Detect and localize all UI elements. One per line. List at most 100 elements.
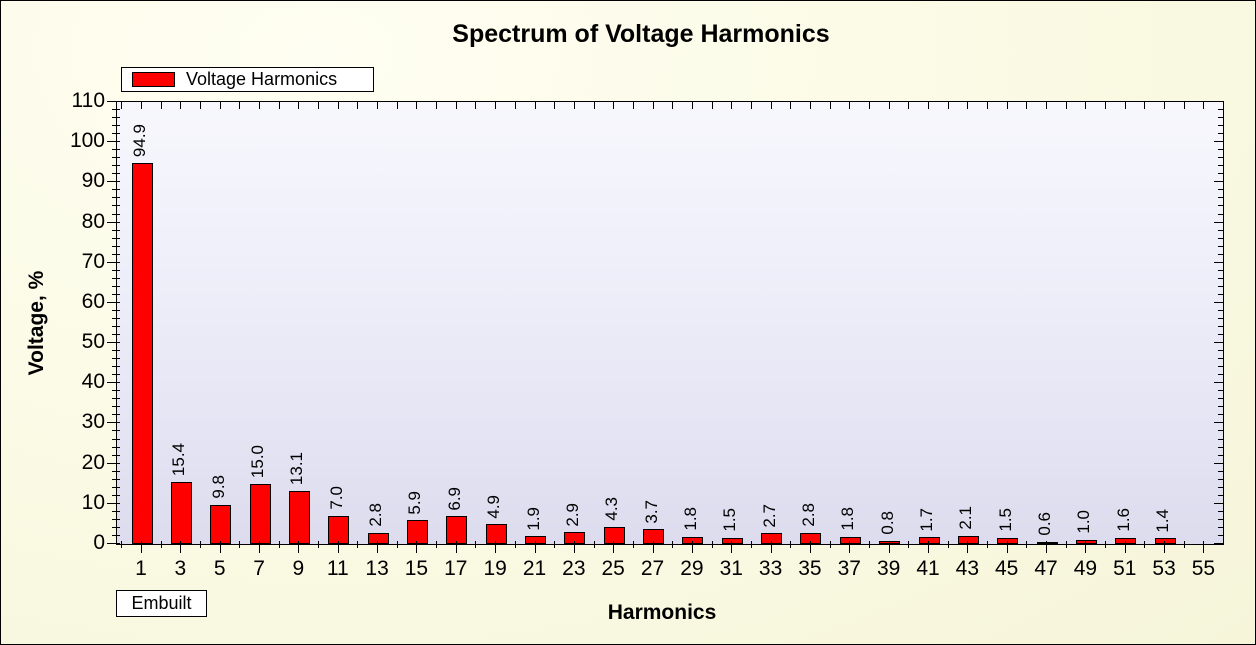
y-axis-title: Voltage, % <box>25 270 48 376</box>
y-minor-tick <box>112 293 120 295</box>
y-major-tick <box>107 101 120 102</box>
x-tick-label-11: 11 <box>326 557 349 580</box>
bar-harmonic-7[interactable] <box>249 483 271 544</box>
y-right-minor-tick <box>1218 157 1223 159</box>
embuilt-badge: Embuilt <box>116 590 207 617</box>
x-major-tick <box>337 541 339 553</box>
bar-harmonic-43[interactable] <box>957 535 979 544</box>
bar-harmonic-35[interactable] <box>800 532 822 544</box>
x-minor-tick <box>1105 541 1107 548</box>
x-minor-tick <box>160 541 162 548</box>
bar-harmonic-17[interactable] <box>446 516 468 544</box>
y-right-minor-tick <box>1218 430 1223 432</box>
bar-value-label-27: 3.7 <box>641 499 661 524</box>
bar-harmonic-41[interactable] <box>918 537 940 544</box>
x-major-tick <box>888 541 890 553</box>
y-right-minor-tick <box>1218 237 1223 239</box>
x-top-tick <box>396 102 398 109</box>
bar-harmonic-13[interactable] <box>367 532 389 544</box>
legend-series-label: Voltage Harmonics <box>186 69 338 89</box>
bar-harmonic-3[interactable] <box>170 482 192 544</box>
x-top-tick <box>573 102 575 109</box>
x-tick-label-45: 45 <box>995 557 1019 580</box>
x-top-tick <box>534 102 536 109</box>
bar-value-label-1: 94.9 <box>130 123 149 157</box>
y-minor-tick <box>112 205 120 207</box>
y-right-minor-tick <box>1218 494 1223 496</box>
bar-harmonic-37[interactable] <box>839 536 861 544</box>
bar-harmonic-51[interactable] <box>1115 537 1137 544</box>
x-tick-label-31: 31 <box>719 557 743 580</box>
bar-harmonic-53[interactable] <box>1154 538 1176 544</box>
bar-harmonic-33[interactable] <box>761 533 783 544</box>
y-right-minor-tick <box>1218 269 1223 271</box>
y-right-minor-tick <box>1218 398 1223 400</box>
x-top-tick <box>1124 102 1126 109</box>
x-tick-label-53: 53 <box>1152 557 1176 580</box>
legend[interactable]: Voltage Harmonics <box>121 67 374 92</box>
bar-value-label-11: 7.0 <box>326 486 346 510</box>
bar-harmonic-21[interactable] <box>525 536 546 544</box>
y-right-minor-tick <box>1218 350 1223 352</box>
bar-value-label-19: 4.9 <box>484 494 504 519</box>
x-top-tick <box>849 102 851 109</box>
chart-title: Spectrum of Voltage Harmonics <box>452 20 830 48</box>
y-minor-tick <box>112 317 120 319</box>
x-top-tick <box>1144 102 1146 109</box>
x-minor-tick <box>396 541 398 548</box>
y-minor-tick <box>112 197 120 199</box>
y-right-major-tick <box>1214 462 1223 464</box>
bar-harmonic-23[interactable] <box>564 532 586 544</box>
x-top-tick <box>770 102 772 109</box>
x-axis-title: Harmonics <box>607 601 717 624</box>
x-tick-label-25: 25 <box>601 557 625 580</box>
x-major-tick <box>691 541 693 553</box>
x-major-tick <box>1124 541 1126 553</box>
x-top-tick <box>829 102 831 109</box>
bar-harmonic-49[interactable] <box>1075 539 1097 544</box>
bar-harmonic-1[interactable] <box>131 162 153 544</box>
bar-harmonic-39[interactable] <box>879 540 901 544</box>
x-tick-label-33: 33 <box>758 557 783 580</box>
x-top-tick <box>357 102 359 109</box>
bar-harmonic-45[interactable] <box>997 537 1019 544</box>
bar-value-label-3: 15.4 <box>169 443 189 477</box>
y-right-major-tick <box>1214 502 1223 504</box>
bar-harmonic-5[interactable] <box>210 504 232 544</box>
y-right-minor-tick <box>1218 253 1223 255</box>
x-tick-label-27: 27 <box>640 557 665 580</box>
x-minor-tick <box>121 541 123 548</box>
y-minor-tick <box>112 245 120 247</box>
x-minor-tick <box>672 541 674 548</box>
y-minor-tick <box>112 149 120 151</box>
y-major-tick <box>107 342 120 344</box>
x-top-tick <box>337 102 339 109</box>
x-minor-tick <box>357 541 359 548</box>
y-right-minor-tick <box>1218 317 1223 319</box>
x-minor-tick <box>475 541 477 548</box>
x-major-tick <box>416 541 418 553</box>
y-minor-tick <box>112 350 120 352</box>
bar-harmonic-47[interactable] <box>1036 541 1058 544</box>
bar-harmonic-19[interactable] <box>485 524 507 544</box>
bar-harmonic-25[interactable] <box>603 526 625 544</box>
y-minor-tick <box>112 133 120 135</box>
x-minor-tick <box>1026 541 1028 548</box>
y-right-minor-tick <box>1218 518 1223 520</box>
bar-harmonic-29[interactable] <box>682 536 704 544</box>
y-minor-tick <box>112 398 120 400</box>
bar-harmonic-27[interactable] <box>643 529 665 544</box>
y-tick-label-50: 50 <box>81 330 105 354</box>
bar-value-label-51: 1.6 <box>1113 507 1133 532</box>
bar-harmonic-31[interactable] <box>721 537 743 544</box>
x-minor-tick <box>868 541 870 548</box>
y-minor-tick <box>112 454 120 456</box>
y-minor-tick <box>112 358 120 360</box>
bar-harmonic-9[interactable] <box>288 491 310 544</box>
y-major-tick <box>107 221 120 223</box>
bar-value-label-21: 1.9 <box>523 506 543 531</box>
x-tick-label-51: 51 <box>1113 557 1137 580</box>
bar-harmonic-11[interactable] <box>328 515 350 544</box>
x-major-tick <box>731 541 733 553</box>
bar-harmonic-15[interactable] <box>406 520 428 544</box>
